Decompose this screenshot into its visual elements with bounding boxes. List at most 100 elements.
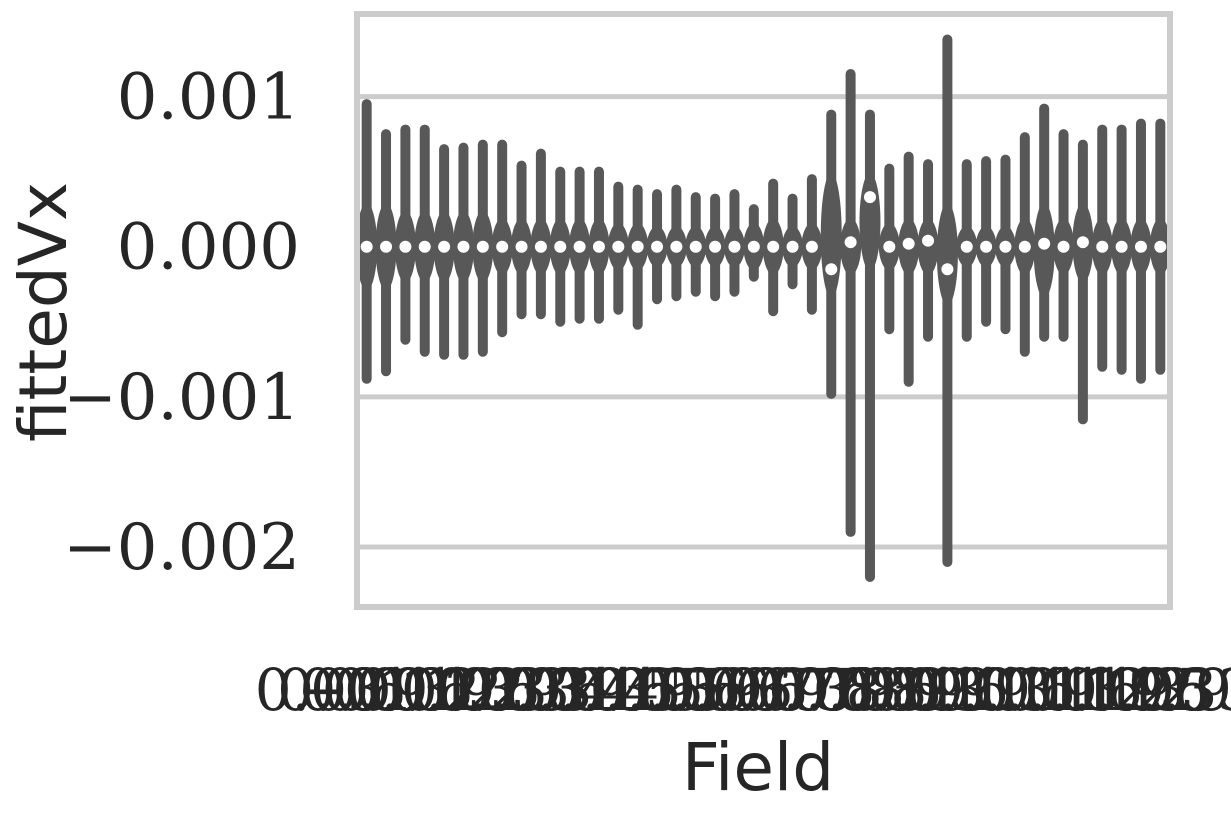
x-tick-label: 0.06: [277, 656, 406, 724]
median-point: [360, 240, 373, 253]
median-point: [573, 240, 586, 253]
violin: [414, 124, 436, 357]
y-tick-label: −0.001: [63, 361, 300, 435]
x-tick-label: 0.26: [411, 656, 540, 724]
x-tick-label: 0.43: [523, 656, 652, 724]
median-point: [399, 240, 412, 253]
violin: [511, 160, 533, 320]
median-point: [496, 240, 509, 253]
violin: [665, 184, 687, 302]
x-tick-label: 0.19: [366, 656, 495, 724]
median-point: [592, 240, 605, 253]
x-tick-label: 1.33: [1125, 656, 1231, 724]
violin: [472, 139, 494, 357]
violin: [685, 192, 707, 297]
median-point: [902, 237, 915, 250]
violin: [1072, 139, 1094, 425]
violin-layer: [356, 34, 1171, 582]
median-point: [554, 240, 567, 253]
x-tick-label: 0.16: [344, 656, 473, 724]
violin: [859, 109, 881, 582]
violin: [898, 151, 920, 387]
violin: [820, 109, 842, 399]
x-tick-label: 0.23: [389, 656, 518, 724]
median-point: [670, 240, 683, 253]
median-point: [709, 240, 722, 253]
violin: [394, 124, 416, 345]
median-point: [612, 240, 625, 253]
x-tick-label: 0.89: [835, 656, 964, 724]
x-tick-label: 0.73: [723, 656, 852, 724]
violin: [1033, 103, 1055, 342]
violin: [975, 156, 997, 327]
median-point: [1038, 237, 1051, 250]
x-tick-label: 1.29: [1103, 656, 1231, 724]
x-tick-label: 0.36: [478, 656, 607, 724]
violin: [646, 189, 668, 305]
violin-density: [859, 171, 881, 273]
y-tick-label: 0.000: [117, 211, 300, 285]
violin: [491, 139, 513, 338]
violin: [1149, 118, 1171, 375]
violin: [607, 181, 629, 315]
x-tick-label: 0.93: [857, 656, 986, 724]
median-point: [767, 240, 780, 253]
x-tick-label: 0.53: [590, 656, 719, 724]
y-tick-label: 0.001: [117, 61, 300, 135]
median-point: [1096, 240, 1109, 253]
median-point: [418, 240, 431, 253]
x-tick-label: 0.99: [902, 656, 1031, 724]
violin: [375, 129, 397, 377]
x-tick-label: 0.83: [790, 656, 919, 724]
violin: [452, 142, 474, 360]
median-point: [825, 263, 838, 276]
median-point: [1134, 240, 1147, 253]
violin: [917, 159, 939, 342]
x-tick-label: 0.69: [701, 656, 830, 724]
violin-density: [917, 216, 939, 278]
x-tick-label: 1.06: [947, 656, 1076, 724]
x-tick-label: 0.59: [634, 656, 763, 724]
violin: [762, 178, 784, 317]
median-point: [960, 240, 973, 253]
violin: [994, 154, 1016, 335]
median-point: [922, 234, 935, 247]
median-point: [941, 263, 954, 276]
violin-density: [936, 201, 958, 308]
x-tick-label: 1.16: [1014, 656, 1143, 724]
median-point: [457, 240, 470, 253]
median-point: [999, 240, 1012, 253]
median-point: [1154, 240, 1167, 253]
median-point: [534, 240, 547, 253]
y-axis-label: fittedVx: [5, 182, 82, 442]
violin: [840, 69, 862, 537]
violin: [704, 193, 726, 302]
x-tick-label: 1.26: [1080, 656, 1209, 724]
violin: [878, 163, 900, 335]
violin: [627, 184, 649, 330]
violin-density: [820, 171, 842, 300]
violin: [801, 174, 823, 315]
median-point: [651, 240, 664, 253]
violin: [782, 193, 804, 290]
median-point: [438, 240, 451, 253]
x-tick-label: 0.46: [545, 656, 674, 724]
median-point: [805, 240, 818, 253]
median-point: [747, 240, 760, 253]
violin: [1053, 129, 1075, 342]
x-tick-label: 0.13: [322, 656, 451, 724]
violin: [530, 148, 552, 320]
median-point: [786, 240, 799, 253]
violin: [1014, 132, 1036, 357]
violin: [549, 166, 571, 327]
median-point: [1057, 240, 1070, 253]
violin: [569, 166, 591, 324]
x-tick-label: 0.86: [813, 656, 942, 724]
x-tick-label: 0.79: [768, 656, 897, 724]
violin: [1091, 124, 1113, 372]
x-tick-label: 0.03: [255, 656, 384, 724]
violin: [1130, 118, 1152, 384]
x-tick-label: 1.95: [1083, 656, 1212, 724]
median-point: [476, 240, 489, 253]
